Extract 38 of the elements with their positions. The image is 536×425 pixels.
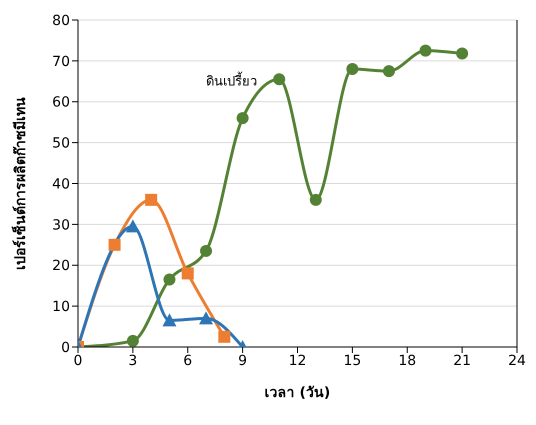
x-tick-label: 21 [453, 352, 472, 369]
point [382, 65, 395, 78]
point [218, 330, 230, 343]
y-tick-label: 70 [52, 54, 70, 70]
point [182, 267, 194, 280]
x-tick-label: 24 [508, 352, 526, 369]
point [200, 244, 212, 257]
point [310, 194, 322, 206]
point [126, 219, 140, 232]
x-tick-label: 6 [183, 352, 192, 369]
point [346, 63, 358, 76]
point [163, 274, 176, 286]
series-label: ดินเปรี้ยว [206, 71, 258, 90]
y-axis-title: เปอร์เซ็นต์การผลิตก๊าซมีเทน [10, 97, 29, 270]
x-tick-label: 0 [74, 352, 82, 369]
x-tick-label: 9 [238, 352, 248, 369]
x-tick-label: 18 [398, 352, 416, 369]
x-tick-label: 12 [288, 352, 306, 369]
y-tick-label: 10 [52, 299, 70, 316]
point [145, 194, 158, 206]
y-tick-label: 20 [52, 258, 70, 274]
y-tick-label: 30 [52, 217, 70, 234]
point [236, 112, 249, 124]
point [456, 48, 468, 60]
y-tick-label: 60 [52, 94, 70, 111]
point [199, 311, 214, 324]
x-tick-label: 15 [343, 352, 362, 369]
point [162, 313, 176, 326]
point [108, 238, 121, 251]
x-tick-label: 3 [128, 352, 138, 369]
point [126, 334, 139, 347]
y-tick-label: 0 [61, 340, 70, 356]
y-tick-label: 40 [52, 176, 70, 192]
y-tick-label: 50 [52, 136, 70, 152]
y-tick-label: 80 [52, 12, 70, 29]
x-axis-title: เวลา (วัน) [264, 385, 330, 401]
point [420, 44, 432, 57]
point [273, 73, 286, 86]
